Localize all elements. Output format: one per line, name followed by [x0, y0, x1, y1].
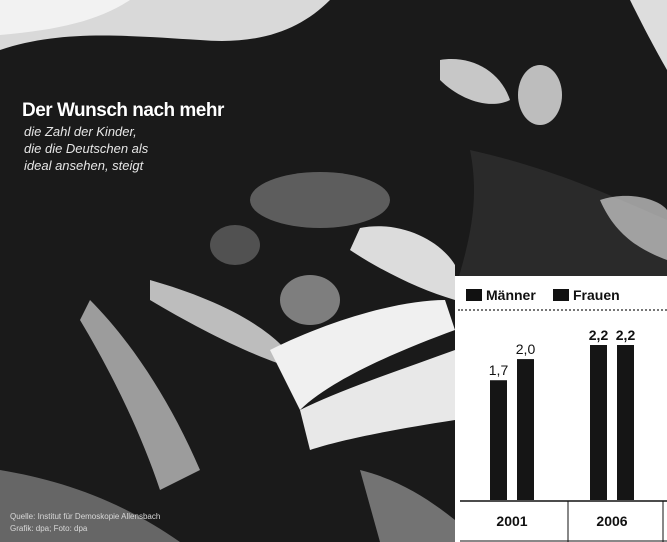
value-label: 1,7 — [489, 362, 509, 378]
value-label: 2,0 — [516, 341, 536, 357]
legend-label-men: Männer — [486, 287, 536, 303]
bar-frauen-2006 — [617, 345, 634, 500]
value-label: 2,2 — [616, 327, 636, 343]
x-tick-label: 2001 — [496, 513, 527, 529]
credit-line-2: Grafik: dpa; Foto: dpa — [10, 524, 88, 533]
legend-swatch-men — [466, 289, 482, 301]
subtitle-line-3: ideal ansehen, steigt — [24, 158, 144, 173]
bar-chart: 1,7 2,0 2001 2,2 2,2 2006 — [460, 327, 667, 542]
bar-frauen-2001 — [517, 359, 534, 500]
bar-männer-2001 — [490, 380, 507, 500]
headline: Der Wunsch nach mehr — [22, 100, 224, 121]
value-label: 2,2 — [589, 327, 609, 343]
legend-label-women: Frauen — [573, 287, 620, 303]
subtitle-line-1: die Zahl der Kinder, — [24, 124, 137, 139]
subtitle-line-2: die die Deutschen als — [24, 141, 149, 156]
legend-divider — [458, 309, 667, 311]
x-tick-label: 2006 — [596, 513, 627, 529]
credit-line-1: Quelle: Institut für Demoskopie Allensba… — [10, 512, 161, 521]
bar-männer-2006 — [590, 345, 607, 500]
legend-swatch-women — [553, 289, 569, 301]
